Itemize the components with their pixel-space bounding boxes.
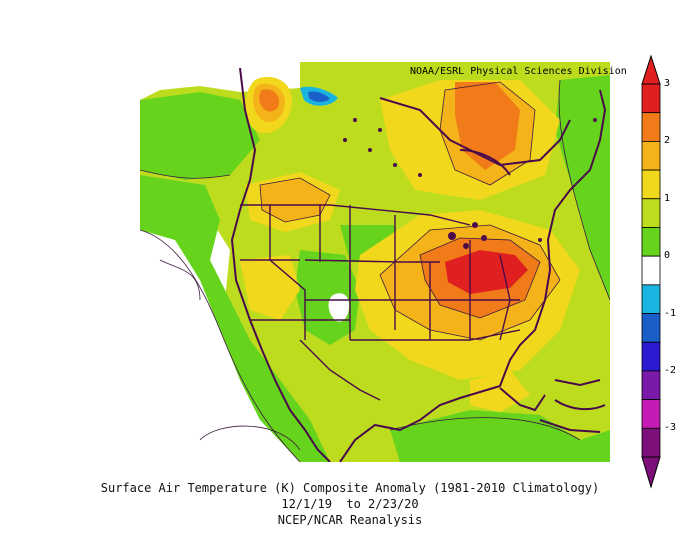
colorbar-tick-label: 1 xyxy=(664,192,671,204)
caption-line-1: Surface Air Temperature (K) Composite An… xyxy=(100,481,600,495)
colorbar-cell xyxy=(641,341,661,372)
colorbar-cell xyxy=(641,370,661,401)
figure-caption: Surface Air Temperature (K) Composite An… xyxy=(0,480,700,528)
coastlines xyxy=(230,67,607,462)
colorbar-top-arrow xyxy=(641,54,661,85)
contour-lines xyxy=(140,79,610,462)
colorbar xyxy=(641,54,661,489)
caption-line-3: NCEP/NCAR Reanalysis xyxy=(277,513,423,527)
anomaly-region-green xyxy=(140,92,260,180)
anomaly-region-red xyxy=(445,250,528,294)
colorbar-cell xyxy=(641,112,661,142)
colorbar-tick-label: -2 xyxy=(664,364,677,376)
colorbar-bottom-arrow xyxy=(641,456,661,489)
anomaly-region-orange xyxy=(455,82,520,170)
anomaly-region-green xyxy=(390,410,610,462)
anomaly-region-orange xyxy=(259,89,280,112)
colorbar-cell xyxy=(641,169,661,200)
colorbar-tick-label: 0 xyxy=(664,250,671,262)
colorbar-tick-label: 2 xyxy=(664,135,671,147)
colorbar-tick-label: -1 xyxy=(664,307,677,319)
state-borders xyxy=(240,204,521,401)
colorbar-cell xyxy=(641,427,661,458)
colorbar-cell xyxy=(641,140,661,171)
lakes-and-islands xyxy=(343,118,597,249)
colorbar-cell xyxy=(641,227,661,257)
map-field xyxy=(140,62,610,462)
colorbar-cell xyxy=(641,313,661,343)
colorbar-cell xyxy=(641,399,661,429)
anomaly-region-cold xyxy=(308,91,330,102)
anomaly-region-lightorange xyxy=(260,178,330,222)
caption-line-2: 12/1/19 to 2/23/20 xyxy=(281,497,419,511)
colorbar-cell xyxy=(641,284,661,314)
anomaly-region-green xyxy=(555,75,610,300)
colorbar-tick-label: 3 xyxy=(664,78,671,89)
colorbar-cell xyxy=(641,83,661,114)
colorbar-cell xyxy=(641,255,661,286)
anomaly-region-yellow xyxy=(240,255,300,320)
anomaly-region-green xyxy=(140,175,330,462)
credit-text: NOAA/ESRL Physical Sciences Division xyxy=(410,66,627,77)
anomaly-region-green xyxy=(295,250,360,345)
colorbar-tick-label: -3 xyxy=(664,422,677,434)
colorbar-cell xyxy=(641,198,661,228)
